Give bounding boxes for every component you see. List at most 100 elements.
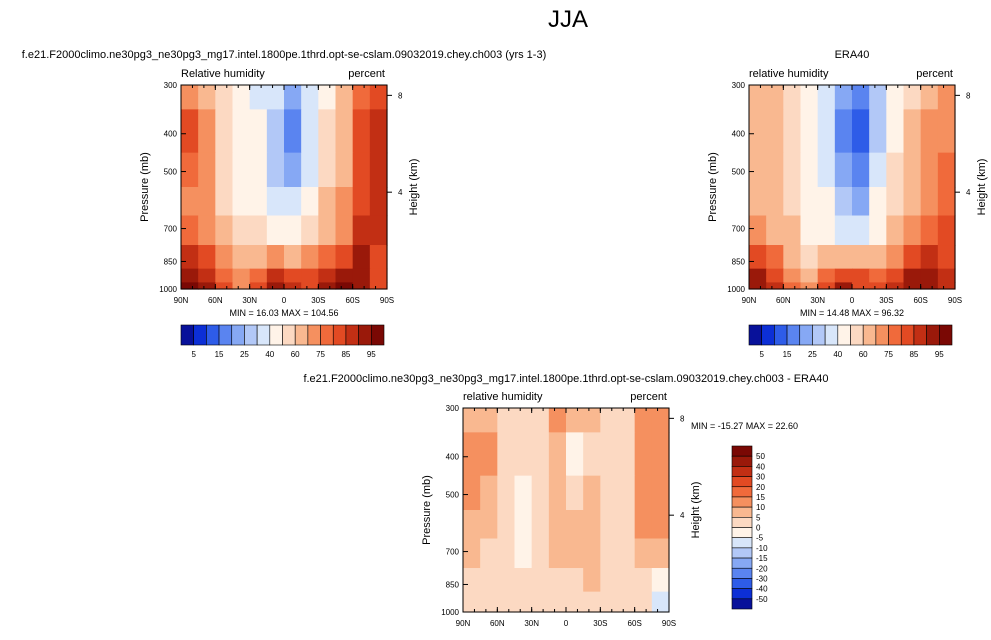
heatmap-cell (318, 187, 337, 217)
colorbar-label: 75 (316, 350, 325, 359)
heatmap-cell (531, 475, 550, 511)
heatmap-cell (800, 152, 819, 188)
colorbar-swatch (731, 578, 753, 589)
heatmap-cell (463, 510, 481, 540)
heatmap-cell (531, 568, 550, 593)
heatmap-cell (886, 268, 905, 283)
heatmap-cell (749, 245, 767, 270)
heatmap-cell (617, 510, 636, 540)
heatmap-cell (463, 432, 481, 477)
heatmap-cell (566, 432, 584, 477)
heatmap-cell (335, 187, 354, 217)
colorbar-swatch (731, 537, 753, 549)
colorbar-swatch (269, 324, 283, 346)
heatmap-cell (783, 282, 802, 290)
colorbar-label: 30 (756, 473, 765, 482)
colorbar-label: 85 (909, 350, 918, 359)
heatmap-cell (566, 568, 584, 593)
y-tick-label: 500 (446, 491, 460, 500)
heatmap-cell (318, 215, 337, 246)
heatmap-cell (869, 85, 887, 110)
colorbar-swatch (294, 324, 309, 346)
heatmap-cell (514, 591, 533, 606)
heatmap-cell (903, 215, 922, 246)
colorbar: 5 15 25 40 60 75 85 95 (180, 324, 385, 359)
y2-axis-label: Height (km) (976, 159, 988, 216)
heatmap-cell (480, 605, 498, 613)
colorbar-label: 15 (215, 350, 224, 359)
heatmap-cell (335, 109, 354, 154)
colorbar-swatch (193, 324, 207, 346)
heatmap-cell (617, 568, 636, 593)
colorbar-swatch (320, 324, 334, 346)
heatmap-cell (800, 245, 819, 270)
heatmap-cell (766, 85, 784, 110)
heatmap-cell (497, 475, 516, 511)
colorbar-swatch (206, 324, 220, 346)
heatmap-cell (301, 152, 319, 188)
heatmap-cell (548, 510, 567, 540)
heatmap-cell (583, 432, 601, 477)
y-tick-label: 300 (732, 81, 746, 90)
heatmap-cell (266, 85, 285, 110)
heatmap-cell (566, 510, 584, 540)
heatmap-cell (834, 85, 853, 110)
heatmap-cell (937, 268, 956, 283)
heatmap-cell (920, 268, 939, 283)
heatmap-cell (634, 605, 653, 613)
heatmap-cell (232, 85, 251, 110)
heatmap-cell (335, 245, 354, 270)
heatmap-cell (583, 591, 601, 606)
heatmap-cell (583, 408, 601, 433)
min-max-stats: MIN = 16.03 MAX = 104.56 (229, 308, 338, 318)
heatmap-cell (903, 85, 922, 110)
heatmap-cell (920, 245, 939, 270)
heatmap-cell (198, 152, 216, 188)
heatmap-cell (266, 282, 285, 290)
heatmap-cell (920, 215, 939, 246)
heatmap-cell (249, 282, 268, 290)
heatmap-cell (352, 245, 371, 270)
heatmap-cell (352, 268, 371, 283)
heatmap-cell (920, 85, 939, 110)
heatmap-cell (531, 432, 550, 477)
heatmap-cell (651, 591, 670, 606)
heatmap-cell (531, 408, 550, 433)
heatmap-cell (617, 432, 636, 477)
heatmap-cell (266, 109, 285, 154)
variable-label: Relative humidity (181, 68, 265, 80)
heatmap-cell (284, 85, 302, 110)
heatmap-cell (651, 432, 670, 477)
heatmap-cell (800, 282, 819, 290)
heatmap-cell (817, 152, 836, 188)
heatmap-cell (800, 85, 819, 110)
colorbar-label: -15 (756, 554, 768, 563)
heatmap-cell (583, 568, 601, 593)
heatmap-cell (352, 109, 371, 154)
y2-tick-label: 8 (966, 91, 971, 100)
colorbar-swatch (731, 466, 753, 477)
colorbar-label: 5 (759, 350, 764, 359)
colorbar-swatch (731, 476, 753, 488)
heatmap-cell (869, 282, 887, 290)
heatmap-cell (766, 152, 784, 188)
heatmap-cell (181, 152, 199, 188)
colorbar-label: 25 (240, 350, 249, 359)
x-tick-label: 60N (490, 619, 505, 628)
heatmap-cell (834, 152, 853, 188)
heatmap-cell (817, 268, 836, 283)
heatmap-cell (600, 591, 619, 606)
colorbar-swatch (358, 324, 372, 346)
colorbar-label: 15 (783, 350, 792, 359)
heatmap-cell (903, 109, 922, 154)
heatmap-cell (749, 152, 767, 188)
colorbar-label: 15 (756, 493, 765, 502)
colorbar-label: 40 (833, 350, 842, 359)
heatmap-cell (318, 152, 337, 188)
heatmap-cell (232, 282, 251, 290)
heatmap-cell (301, 187, 319, 217)
heatmap-cell (651, 605, 670, 613)
